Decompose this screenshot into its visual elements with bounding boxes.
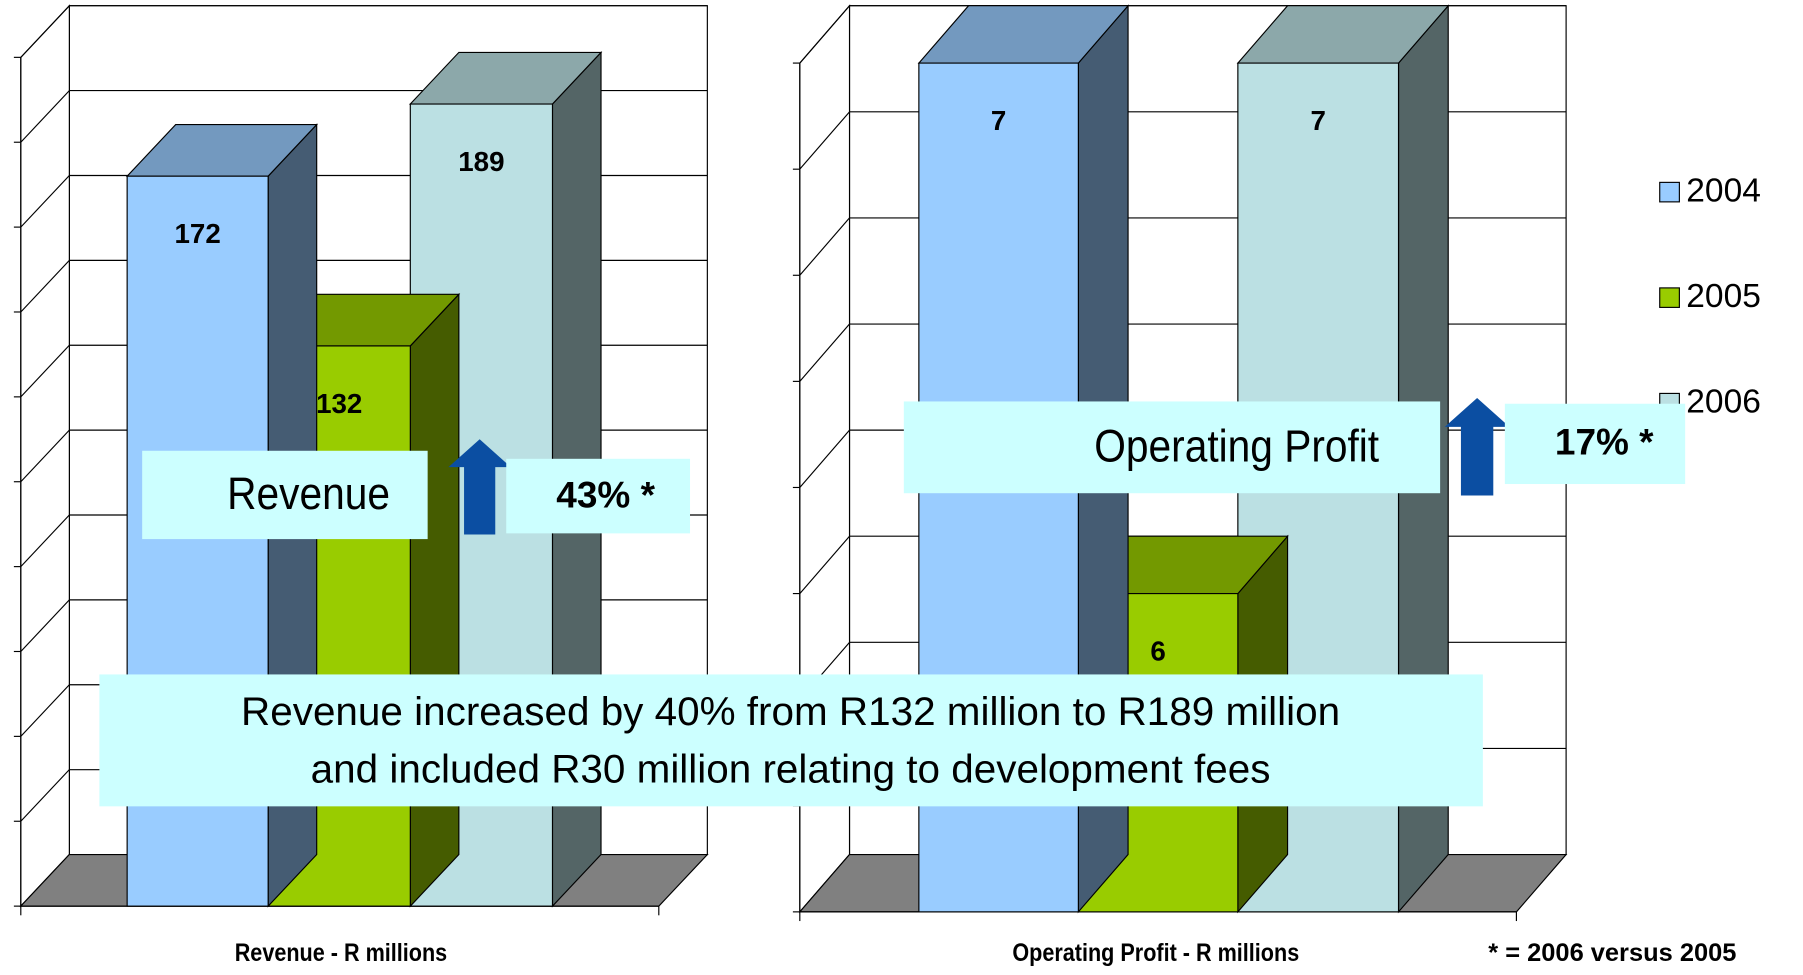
grid-line [799, 217, 850, 276]
grid-line [20, 175, 70, 228]
bar-side [409, 292, 460, 908]
legend-label: 2005 [1686, 278, 1761, 315]
annotation: Operating Profit [1094, 422, 1379, 473]
grid-line [20, 5, 70, 58]
grid-line [20, 90, 70, 143]
x-axis-label: Revenue - R millions [235, 938, 447, 966]
data-label: 189 [458, 146, 504, 177]
grid-line [20, 344, 70, 398]
up-arrow [448, 439, 511, 535]
annotation: 43% * [556, 475, 655, 516]
annotation-box [903, 401, 1441, 494]
legend-swatch [1659, 181, 1680, 203]
legend-swatch [1659, 287, 1680, 308]
grid-line [20, 684, 70, 737]
note-text: Revenue increased by 40% from R132 milli… [241, 689, 1340, 734]
footnote: * = 2006 versus 2005 [1488, 939, 1736, 967]
note-box [99, 674, 1483, 807]
annotation-box [506, 458, 691, 534]
data-label: 6 [1150, 636, 1165, 667]
note-text: and included R30 million relating to dev… [311, 747, 1271, 792]
grid-line [20, 769, 70, 822]
grid-line [799, 5, 850, 64]
grid-line [799, 429, 850, 488]
data-label: 7 [1310, 105, 1325, 136]
annotation-box [142, 450, 428, 540]
legend-label: 2004 [1686, 173, 1761, 210]
grid-line [20, 429, 70, 483]
x-axis-label: Operating Profit - R millions [1012, 938, 1299, 966]
data-label: 172 [175, 218, 221, 249]
grid-line [799, 111, 850, 170]
grid-line [20, 514, 70, 568]
legend-label: 2006 [1686, 384, 1761, 421]
data-label: 7 [991, 105, 1006, 136]
canvas: 189 132 172 Revenue - R millions 7 6 7 Operatin… [13, 4, 1761, 967]
annotation-box [1504, 403, 1686, 485]
grid-line [20, 259, 70, 313]
up-arrow [1444, 398, 1510, 496]
grid-line [799, 323, 850, 382]
annotation: Revenue [227, 469, 390, 520]
grid-line [20, 599, 70, 652]
grid-line [799, 535, 850, 594]
data-label: 132 [316, 388, 362, 419]
annotation: 17% * [1555, 422, 1654, 463]
